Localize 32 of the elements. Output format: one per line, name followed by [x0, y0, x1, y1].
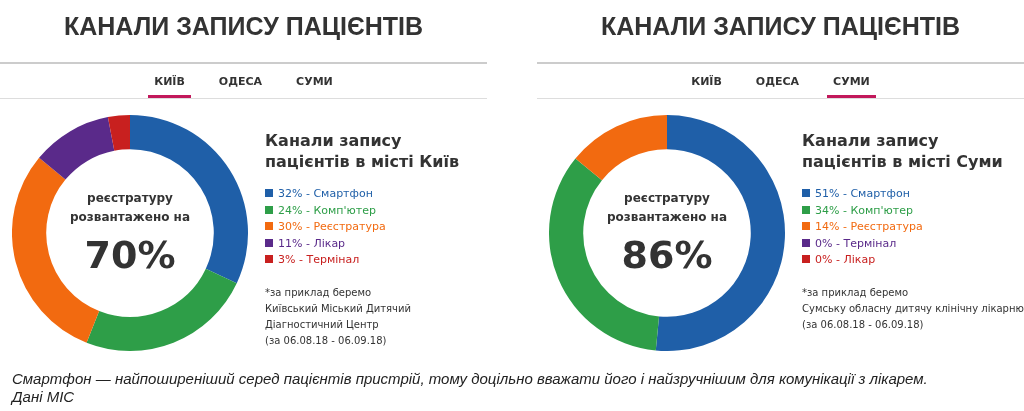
text: Київський Міський Дитячий Діагностичний Центр — [265, 301, 412, 332]
legend-label: 14% - Реєстратура — [815, 220, 923, 233]
chart-title: КАНАЛИ ЗАПИСУ ПАЦІЄНТІВ — [62, 12, 425, 41]
text: Сумську обласну дитячу клінічну лікарню — [802, 301, 1024, 316]
text: СУМИ — [832, 74, 871, 88]
text: Канали запису пацієнтів в місті Суми — [802, 130, 1004, 172]
text: 70% — [84, 233, 176, 277]
legend-label: 32% - Смартфон — [278, 187, 373, 200]
text: (за 06.08.18 - 06.09.18) — [802, 317, 925, 332]
text: *за приклад беремо — [802, 285, 910, 300]
text: Дані МІС — [12, 388, 76, 406]
text: ОДЕСА — [754, 74, 801, 88]
text: ОДЕСА — [217, 74, 264, 88]
text: реєстратуру розвантажено на — [606, 190, 728, 226]
legend-label: 3% - Термінал — [278, 253, 360, 266]
legend-label: 51% - Смартфон — [815, 187, 910, 200]
text: КИЇВ — [153, 74, 186, 88]
text: *за приклад беремо — [265, 285, 373, 300]
text: КИЇВ — [690, 74, 723, 88]
text: Смартфон — найпоширеніший серед пацієнтів пристрій, тому доцільно вважати його і найзручнішим для комунікації з лікарем. — [12, 370, 928, 388]
legend-label: 24% - Комп'ютер — [278, 203, 376, 217]
legend-label: 30% - Реєстратура — [278, 220, 386, 233]
text: (за 06.08.18 - 06.09.18) — [265, 333, 388, 348]
text: 86% — [621, 233, 713, 277]
text: реєстратуру розвантажено на — [69, 190, 191, 226]
legend-label: 11% - Лікар — [278, 236, 346, 250]
text: СУМИ — [295, 74, 334, 88]
chart-title: КАНАЛИ ЗАПИСУ ПАЦІЄНТІВ — [599, 12, 962, 41]
legend-label: 0% - Лікар — [815, 253, 876, 266]
legend-label: 0% - Термінал — [815, 236, 897, 250]
legend-label: 34% - Комп'ютер — [815, 203, 913, 217]
text: Канали запису пацієнтів в місті Київ — [265, 130, 461, 172]
